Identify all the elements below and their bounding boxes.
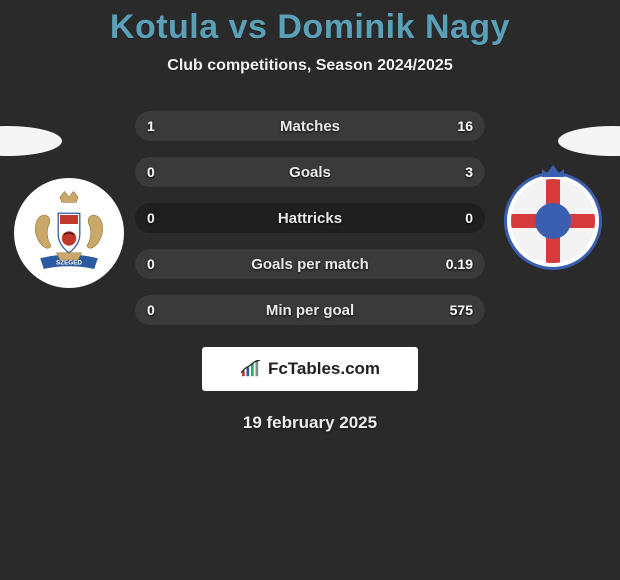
stat-label: Min per goal	[266, 302, 354, 319]
stat-value-right: 575	[450, 302, 473, 318]
stat-row: 1 16 Matches	[135, 111, 485, 141]
stat-value-right: 0.19	[446, 256, 473, 272]
stat-value-right: 0	[465, 210, 473, 226]
stat-row: 0 0 Hattricks	[135, 203, 485, 233]
stat-value-left: 0	[147, 302, 155, 318]
flag-left	[0, 126, 62, 156]
stat-row: 0 0.19 Goals per match	[135, 249, 485, 279]
stat-label: Goals	[289, 164, 331, 181]
stat-label: Matches	[280, 118, 340, 135]
stat-value-right: 16	[457, 118, 473, 134]
stat-label: Goals per match	[251, 256, 369, 273]
stat-label: Hattricks	[278, 210, 342, 227]
brand-text: FcTables.com	[268, 359, 380, 379]
stat-row: 0 3 Goals	[135, 157, 485, 187]
stat-value-left: 0	[147, 210, 155, 226]
crest-left-icon: SZEGED	[24, 188, 114, 278]
crown-icon	[540, 163, 566, 179]
brand-panel: FcTables.com	[202, 347, 418, 391]
stat-row: 0 575 Min per goal	[135, 295, 485, 325]
subtitle: Club competitions, Season 2024/2025	[0, 57, 620, 75]
stat-value-right: 3	[465, 164, 473, 180]
flag-right	[558, 126, 620, 156]
club-badge-right	[504, 172, 602, 270]
stat-value-left: 0	[147, 164, 155, 180]
page-title: Kotula vs Dominik Nagy	[0, 8, 620, 47]
bar-chart-icon	[240, 360, 262, 378]
date-text: 19 february 2025	[0, 413, 620, 433]
stat-value-left: 0	[147, 256, 155, 272]
svg-text:SZEGED: SZEGED	[56, 260, 82, 267]
stat-value-left: 1	[147, 118, 155, 134]
stats-list: 1 16 Matches 0 3 Goals 0 0 Hattricks 0 0.19 Goals p…	[135, 111, 485, 325]
club-badge-left: SZEGED	[14, 178, 124, 288]
